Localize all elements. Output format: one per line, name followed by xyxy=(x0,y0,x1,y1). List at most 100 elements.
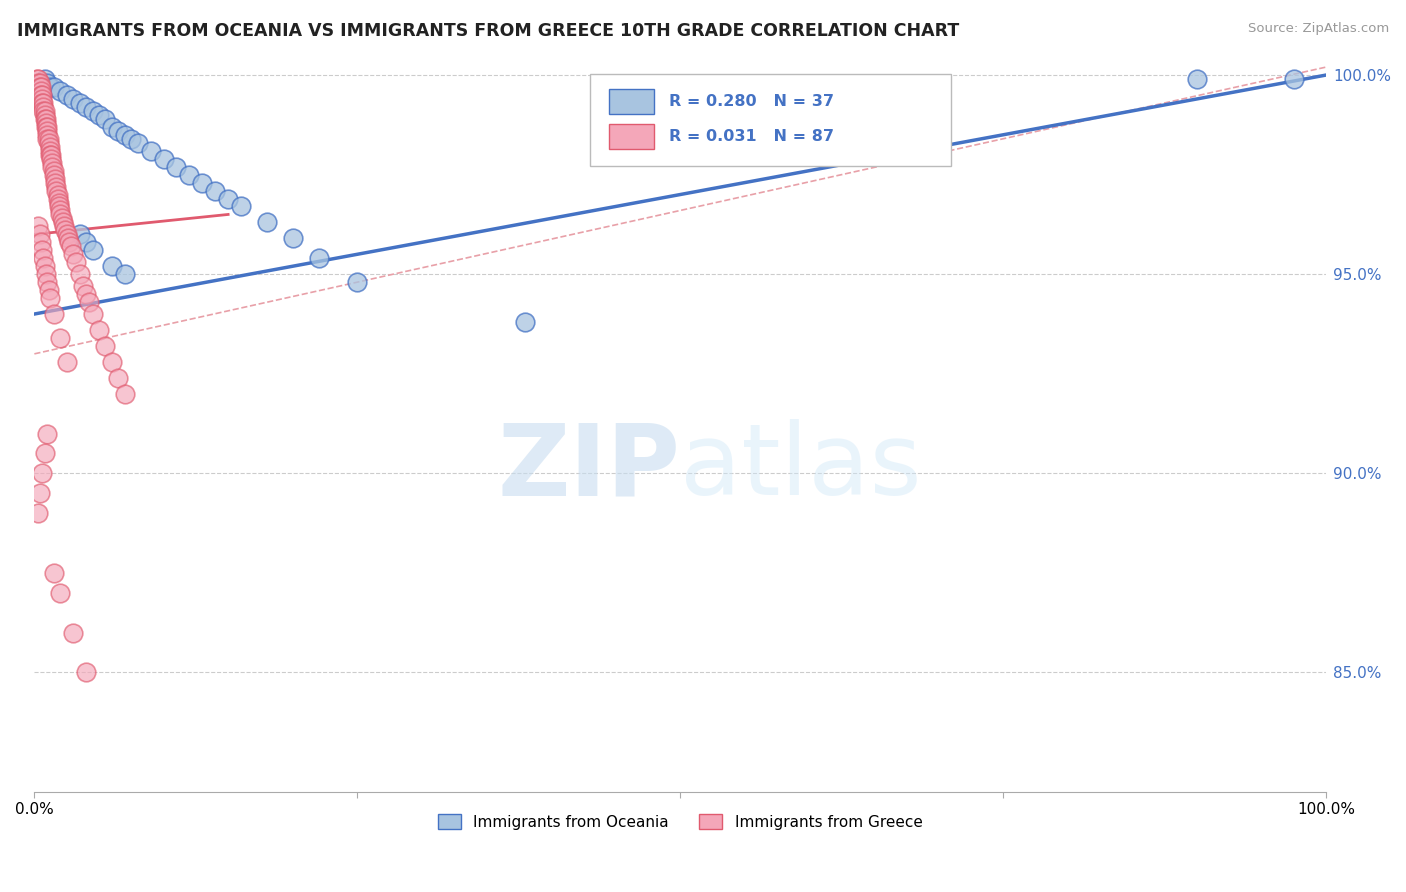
Text: R = 0.280   N = 37: R = 0.280 N = 37 xyxy=(669,94,834,109)
Point xyxy=(87,323,110,337)
Point xyxy=(82,103,104,118)
Point xyxy=(256,215,278,229)
Point xyxy=(94,112,117,126)
Point xyxy=(51,211,73,226)
Point xyxy=(46,192,69,206)
Point xyxy=(204,184,226,198)
Point xyxy=(82,244,104,258)
Point xyxy=(38,283,60,297)
Text: IMMIGRANTS FROM OCEANIA VS IMMIGRANTS FROM GREECE 10TH GRADE CORRELATION CHART: IMMIGRANTS FROM OCEANIA VS IMMIGRANTS FR… xyxy=(17,22,959,40)
Point xyxy=(139,144,162,158)
Point xyxy=(59,239,82,253)
Point xyxy=(52,215,75,229)
Point xyxy=(62,247,84,261)
Point xyxy=(62,92,84,106)
Point xyxy=(27,219,49,234)
Point xyxy=(55,87,77,102)
Point xyxy=(37,275,59,289)
Point xyxy=(69,267,91,281)
Point xyxy=(58,235,80,250)
Point xyxy=(515,315,537,329)
Point xyxy=(28,76,51,90)
Point xyxy=(28,80,51,95)
Point xyxy=(37,426,59,441)
Point xyxy=(38,132,60,146)
Point xyxy=(101,259,124,273)
Point xyxy=(27,72,49,87)
Point xyxy=(77,295,100,310)
Point xyxy=(75,235,97,250)
Point xyxy=(69,227,91,242)
Point xyxy=(42,80,65,95)
Point xyxy=(32,95,55,110)
Point xyxy=(127,136,149,150)
Text: Source: ZipAtlas.com: Source: ZipAtlas.com xyxy=(1249,22,1389,36)
Point xyxy=(27,76,49,90)
Bar xyxy=(609,89,654,114)
Point xyxy=(31,92,53,106)
Point xyxy=(46,187,69,202)
Point xyxy=(38,144,60,158)
Point xyxy=(114,386,136,401)
Point xyxy=(56,231,79,245)
Point xyxy=(42,168,65,182)
Point xyxy=(166,160,188,174)
Point xyxy=(32,252,55,266)
Point xyxy=(114,267,136,281)
Point xyxy=(120,132,142,146)
Point xyxy=(34,446,56,460)
Legend: Immigrants from Oceania, Immigrants from Greece: Immigrants from Oceania, Immigrants from… xyxy=(432,807,928,836)
Point xyxy=(101,120,124,134)
Point xyxy=(35,120,58,134)
Point xyxy=(281,231,304,245)
Point xyxy=(38,136,60,150)
Point xyxy=(35,267,58,281)
Point xyxy=(49,586,72,600)
Point xyxy=(37,124,59,138)
Point xyxy=(30,87,52,102)
Point xyxy=(31,95,53,110)
Point xyxy=(30,84,52,98)
Point xyxy=(34,103,56,118)
Point xyxy=(30,80,52,95)
Point xyxy=(39,152,62,166)
Text: R = 0.031   N = 87: R = 0.031 N = 87 xyxy=(669,128,834,144)
Point xyxy=(49,84,72,98)
Point xyxy=(39,147,62,161)
Point xyxy=(42,307,65,321)
Point xyxy=(31,244,53,258)
Point xyxy=(38,140,60,154)
Point xyxy=(28,227,51,242)
Point xyxy=(308,252,330,266)
Point xyxy=(65,255,87,269)
Point xyxy=(217,192,239,206)
Text: atlas: atlas xyxy=(681,419,922,516)
Point xyxy=(75,287,97,301)
Point xyxy=(94,339,117,353)
Point xyxy=(42,566,65,580)
Point xyxy=(53,223,76,237)
Point xyxy=(31,467,53,481)
Point xyxy=(32,100,55,114)
Point xyxy=(346,275,368,289)
Point xyxy=(48,199,70,213)
Point xyxy=(107,124,129,138)
Point xyxy=(34,72,56,87)
Text: ZIP: ZIP xyxy=(498,419,681,516)
Point xyxy=(30,235,52,250)
Point xyxy=(37,132,59,146)
Point xyxy=(35,112,58,126)
Point xyxy=(44,176,66,190)
Point xyxy=(45,179,67,194)
Point xyxy=(38,291,60,305)
Point xyxy=(37,128,59,142)
Point xyxy=(34,108,56,122)
Bar xyxy=(609,124,654,149)
Point xyxy=(37,76,59,90)
Point xyxy=(35,116,58,130)
Point xyxy=(49,207,72,221)
Point xyxy=(25,72,48,87)
Point xyxy=(49,331,72,345)
Point xyxy=(45,184,67,198)
Point xyxy=(38,147,60,161)
